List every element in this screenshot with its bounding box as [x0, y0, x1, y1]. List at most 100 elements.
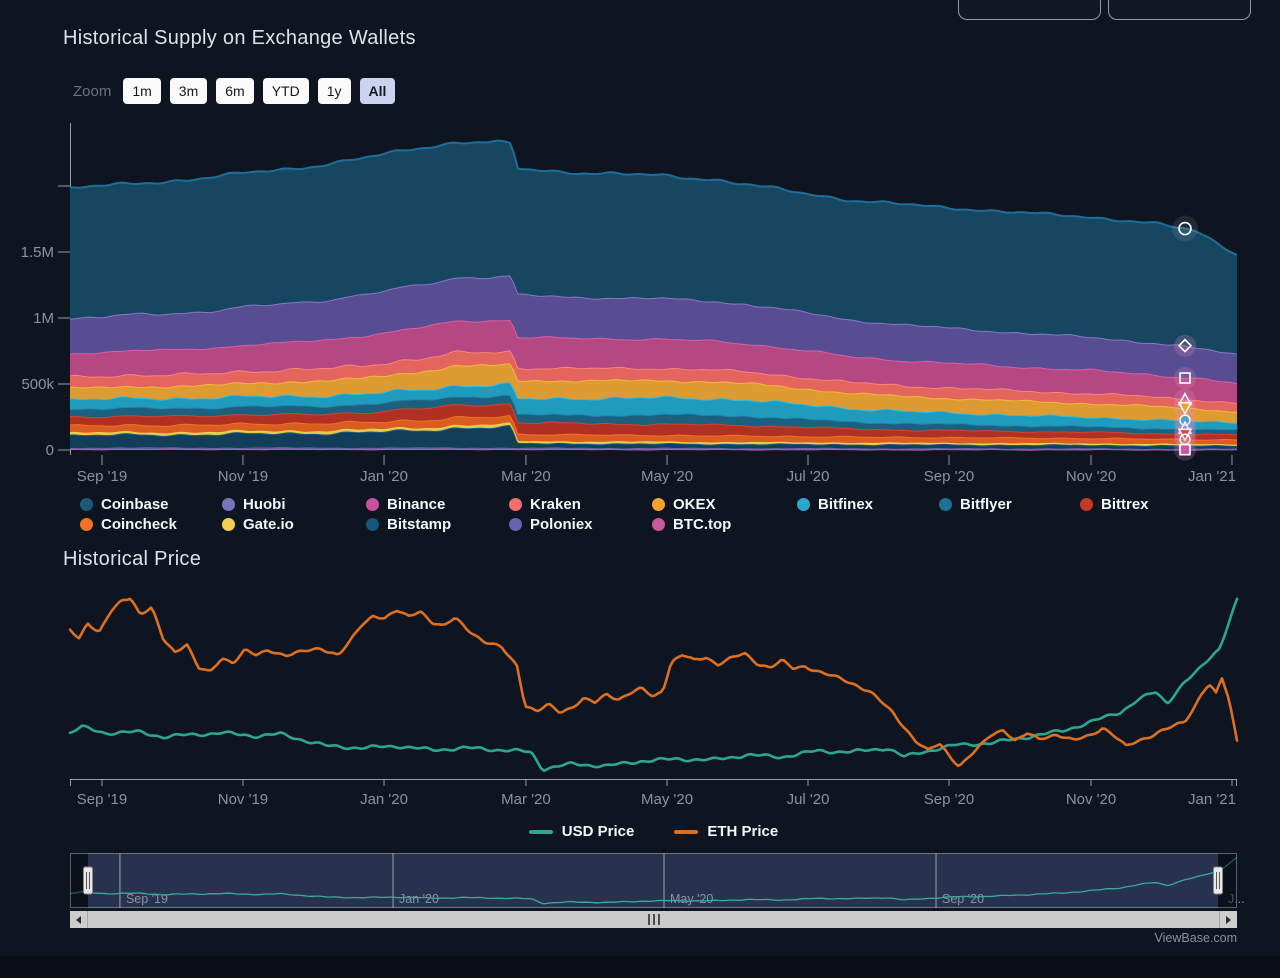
legend-dot-icon: [80, 497, 93, 511]
navigator-label: May '20: [670, 892, 713, 906]
price-legend-item-eth-price[interactable]: ETH Price: [674, 823, 778, 840]
supply-y-axis-label: 1M: [33, 310, 54, 327]
zoom-buttons: 1m 3m 6m YTD 1y All: [123, 78, 396, 104]
zoom-button-1m[interactable]: 1m: [123, 78, 161, 104]
navigator-handle-left[interactable]: [83, 866, 93, 895]
legend-item-bitstamp[interactable]: Bitstamp: [366, 515, 451, 533]
legend-dot-icon: [509, 517, 522, 531]
supply-x-axis-label: Jan '20: [360, 468, 408, 485]
supply-area-huobi: [70, 275, 1237, 383]
supply-x-axis-label: Sep '19: [77, 468, 127, 485]
legend-item-label: OKEX: [673, 495, 716, 513]
price-legend: USD Price ETH Price: [70, 823, 1237, 840]
price-x-axis-label: Nov '20: [1066, 791, 1116, 808]
navigator-series-line: [70, 856, 1237, 905]
legend-item-bitflyer[interactable]: Bitflyer: [939, 495, 1012, 513]
scrollbar-left-arrow-button[interactable]: [70, 911, 88, 928]
legend-item-label: Bittrex: [1101, 495, 1149, 513]
legend-item-bitfinex[interactable]: Bitfinex: [797, 495, 873, 513]
price-plot-area[interactable]: [70, 590, 1237, 779]
navigator-scrollbar[interactable]: [70, 911, 1237, 928]
legend-item-okex[interactable]: OKEX: [652, 495, 716, 513]
legend-item-label: Gate.io: [243, 515, 294, 533]
supply-chart: 0 500k 1M 1.5M Sep '19 Nov '19 Jan '20 Mar '20 M…: [21, 123, 1237, 485]
supply-chart-title: Historical Supply on Exchange Wallets: [63, 27, 416, 49]
price-line-eth-price: [68, 597, 1239, 768]
end-marker-bitfinex: [1179, 414, 1191, 427]
legend-item-label: Bitflyer: [960, 495, 1012, 513]
legend-item-label: Bitstamp: [387, 515, 452, 533]
legend-item-huobi[interactable]: Huobi: [222, 495, 286, 513]
supply-x-axis-label: Sep '20: [924, 468, 974, 485]
legend-dot-icon: [366, 497, 379, 511]
supply-x-axis-label: Jan '21: [1188, 468, 1236, 485]
supply-x-axis-label: Jul '20: [787, 468, 830, 485]
right-arrow-icon: [1226, 915, 1235, 924]
supply-area-binance: [70, 319, 1237, 404]
end-marker-btc-top: [1179, 443, 1191, 456]
legend-dot-icon: [222, 497, 235, 511]
price-legend-item-usd-price[interactable]: USD Price: [528, 823, 634, 840]
supply-x-axis-label: Mar '20: [501, 468, 551, 485]
end-marker-huobi: [1177, 338, 1193, 353]
price-x-axis-label: Mar '20: [501, 791, 551, 808]
scrollbar-grip-icon[interactable]: [647, 914, 660, 925]
price-x-axis-label: Sep '19: [77, 791, 127, 808]
navigator-label: Jan '20: [399, 892, 439, 906]
zoom-button-ytd[interactable]: YTD: [262, 78, 309, 104]
header-dropdown-1[interactable]: [958, 0, 1101, 20]
navigator-label: Sep '19: [126, 892, 168, 906]
legend-dot-icon: [939, 497, 952, 511]
legend-dot-icon: [652, 497, 665, 511]
supply-plot-area[interactable]: [70, 125, 1237, 450]
zoom-button-1y[interactable]: 1y: [317, 78, 351, 104]
legend-item-label: BTC.top: [673, 515, 732, 533]
supply-area-coinbase: [70, 140, 1237, 354]
legend-item-coinbase[interactable]: Coinbase: [80, 495, 169, 513]
legend-item-coincheck[interactable]: Coincheck: [80, 515, 177, 533]
legend-item-label: Huobi: [243, 495, 286, 513]
legend-item-label: Binance: [387, 495, 446, 513]
price-x-axis-label: Sep '20: [924, 791, 974, 808]
supply-x-axis-label: Nov '20: [1066, 468, 1116, 485]
price-x-axis-label: Jan '20: [360, 791, 408, 808]
supply-x-axis-label: May '20: [641, 468, 693, 485]
supply-y-axis-label: 1.5M: [21, 244, 54, 261]
navigator-selected-range[interactable]: [88, 853, 1218, 908]
legend-dot-icon: [222, 517, 235, 531]
legend-item-label: Kraken: [530, 495, 581, 513]
supply-axes: 0 500k 1M 1.5M Sep '19 Nov '19 Jan '20 Mar '20 M…: [21, 123, 1236, 485]
supply-areas: [70, 139, 1237, 451]
scrollbar-right-arrow-button[interactable]: [1219, 911, 1237, 928]
zoom-button-6m[interactable]: 6m: [216, 78, 254, 104]
supply-y-axis-label: 0: [46, 442, 54, 459]
price-legend-label: ETH Price: [707, 823, 779, 840]
supply-area-edge-coinbase: [70, 139, 1237, 256]
legend-item-btc-top[interactable]: BTC.top: [652, 515, 731, 533]
legend-line-swatch-icon: [674, 829, 699, 834]
price-chart: Sep '19 Nov '19 Jan '20 Mar '20 May '20 Jul '…: [68, 590, 1239, 808]
zoom-button-3m[interactable]: 3m: [169, 78, 208, 104]
legend-item-bittrex[interactable]: Bittrex: [1080, 495, 1149, 513]
legend-dot-icon: [1080, 497, 1093, 511]
navigator-handle-right[interactable]: [1213, 866, 1223, 895]
legend-item-binance[interactable]: Binance: [366, 495, 445, 513]
legend-item-kraken[interactable]: Kraken: [509, 495, 581, 513]
zoom-label: Zoom: [73, 82, 112, 100]
legend-dot-icon: [652, 517, 665, 531]
price-chart-title: Historical Price: [63, 548, 202, 570]
end-marker-coinbase: [1178, 221, 1192, 236]
price-x-axis-label: Jul '20: [787, 791, 830, 808]
zoom-button-all[interactable]: All: [359, 78, 396, 104]
header-dropdown-2[interactable]: [1108, 0, 1251, 20]
price-line-usd-price: [68, 597, 1239, 772]
legend-item-label: Bitfinex: [818, 495, 874, 513]
legend-item-gate-io[interactable]: Gate.io: [222, 515, 294, 533]
legend-item-poloniex[interactable]: Poloniex: [509, 515, 593, 533]
price-x-axis-label: Jan '21: [1188, 791, 1236, 808]
legend-dot-icon: [509, 497, 522, 511]
legend-dot-icon: [80, 517, 93, 531]
